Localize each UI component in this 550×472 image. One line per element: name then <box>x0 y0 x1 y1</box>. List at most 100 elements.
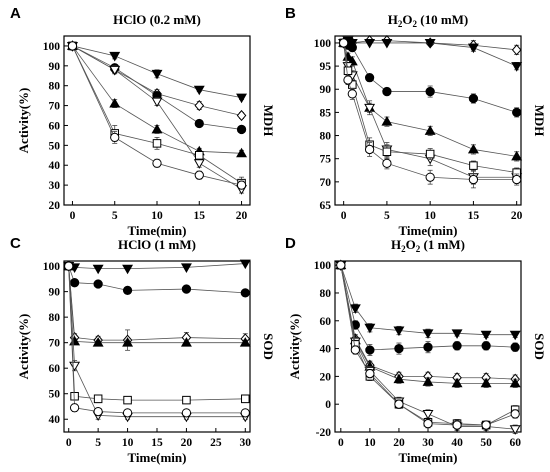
point-2-7 <box>512 107 522 118</box>
title-part: (10 mM) <box>417 12 468 27</box>
point-5-3 <box>195 151 204 160</box>
series-line-0 <box>340 265 516 336</box>
point-0-2 <box>364 323 376 334</box>
point-1-3 <box>194 99 205 112</box>
point-5-1 <box>343 66 353 75</box>
x-tick-label-6: 30 <box>240 437 252 449</box>
title-part: 2 <box>412 19 417 29</box>
point-0-2 <box>92 264 104 275</box>
point-1-2 <box>93 279 103 289</box>
series-line-1 <box>68 265 246 294</box>
y-tick-label-6: 95 <box>320 61 332 73</box>
point-2-6 <box>468 93 479 104</box>
point-3-1 <box>109 97 121 108</box>
x-tick-label-3: 15 <box>468 210 480 222</box>
y-tick-label-1: 50 <box>49 389 61 401</box>
point-1-5 <box>452 341 462 351</box>
series-4 <box>338 38 523 185</box>
point-0-6 <box>480 330 492 341</box>
x-tick-label-4: 20 <box>511 210 523 222</box>
series-3 <box>335 259 521 388</box>
point-5-3 <box>123 395 132 405</box>
point-6-4 <box>382 158 392 168</box>
point-6-5 <box>452 420 462 430</box>
point-6-0 <box>339 38 349 48</box>
plot-frame <box>334 35 522 206</box>
point-1-4 <box>181 284 192 294</box>
point-6-5 <box>425 172 435 182</box>
series-2 <box>63 260 251 351</box>
x-tick-label-1: 5 <box>384 210 390 222</box>
y-tick-label-4: 60 <box>320 316 332 328</box>
side-label: MDH <box>532 105 547 137</box>
point-4-1 <box>69 361 81 372</box>
y-tick-label-6: 80 <box>49 81 61 93</box>
y-tick-label-3: 40 <box>320 344 332 356</box>
series-1 <box>64 261 250 298</box>
point-6-5 <box>240 408 250 418</box>
point-6-6 <box>481 420 491 430</box>
point-2-4 <box>382 86 392 97</box>
y-tick-label-3: 80 <box>320 131 332 143</box>
point-0-3 <box>193 85 205 96</box>
point-0-3 <box>393 326 405 337</box>
point-5-5 <box>241 394 250 404</box>
series-2 <box>336 259 520 385</box>
point-6-1 <box>350 345 360 355</box>
point-5-7 <box>512 168 521 177</box>
series-line-2 <box>72 45 242 130</box>
x-tick-label-1: 5 <box>112 210 118 222</box>
point-1-4 <box>236 109 247 122</box>
point-0-7 <box>509 330 521 341</box>
side-label: SOD <box>532 333 547 360</box>
y-tick-label-7: 100 <box>314 38 332 50</box>
y-tick-label-5: 90 <box>49 287 61 299</box>
point-4-2 <box>151 97 163 108</box>
point-1-6 <box>481 341 491 351</box>
x-tick-label-1: 10 <box>364 437 376 449</box>
point-6-7 <box>510 409 520 419</box>
point-2-3 <box>364 73 375 83</box>
y-tick-label-1: 70 <box>320 177 332 189</box>
series-6 <box>67 41 247 190</box>
point-1-2 <box>365 345 375 355</box>
y-tick-label-4: 85 <box>320 107 332 119</box>
plot-frame <box>63 35 251 206</box>
x-tick-label-2: 20 <box>393 437 405 449</box>
panel-A: 0 5 10 15 20 20 30 40 50 60 70 80 90 100 Time(min) Acti… <box>10 5 276 238</box>
y-tick-label-6: 100 <box>314 260 332 272</box>
series-3 <box>63 260 251 347</box>
x-axis-label: Time(min) <box>399 223 458 238</box>
title-part: 2 <box>401 244 406 254</box>
point-0-5 <box>451 329 463 339</box>
series-2 <box>67 41 247 135</box>
point-0-7 <box>511 44 522 56</box>
point-2-3 <box>194 118 204 129</box>
x-tick-label-3: 30 <box>422 437 434 449</box>
point-6-3 <box>194 170 204 180</box>
panel-title: HClO (0.2 mM) <box>113 12 201 27</box>
point-3-4 <box>381 116 393 126</box>
y-axis-label: Activity(%) <box>16 314 31 380</box>
y-tick-label-0: 20 <box>49 200 61 212</box>
point-1-7 <box>510 342 520 352</box>
point-1-3 <box>394 343 404 354</box>
point-6-2 <box>152 158 162 168</box>
point-6-4 <box>423 419 433 429</box>
x-tick-label-5: 25 <box>210 437 222 449</box>
y-tick-label-2: 40 <box>49 160 61 172</box>
point-3-6 <box>480 377 492 388</box>
point-1-3 <box>122 285 133 295</box>
x-tick-label-0: 0 <box>338 437 344 449</box>
series-1 <box>338 36 523 72</box>
y-tick-label-5: 90 <box>320 84 332 96</box>
point-6-3 <box>394 399 404 409</box>
y-tick-label-3: 70 <box>49 338 61 350</box>
point-1-6 <box>467 43 479 54</box>
title-part: H <box>388 12 398 27</box>
point-1-5 <box>424 38 436 49</box>
point-3-5 <box>239 337 251 347</box>
title-part: H <box>391 237 401 252</box>
y-tick-label-2: 75 <box>320 154 332 166</box>
side-label: SOD <box>261 333 276 360</box>
